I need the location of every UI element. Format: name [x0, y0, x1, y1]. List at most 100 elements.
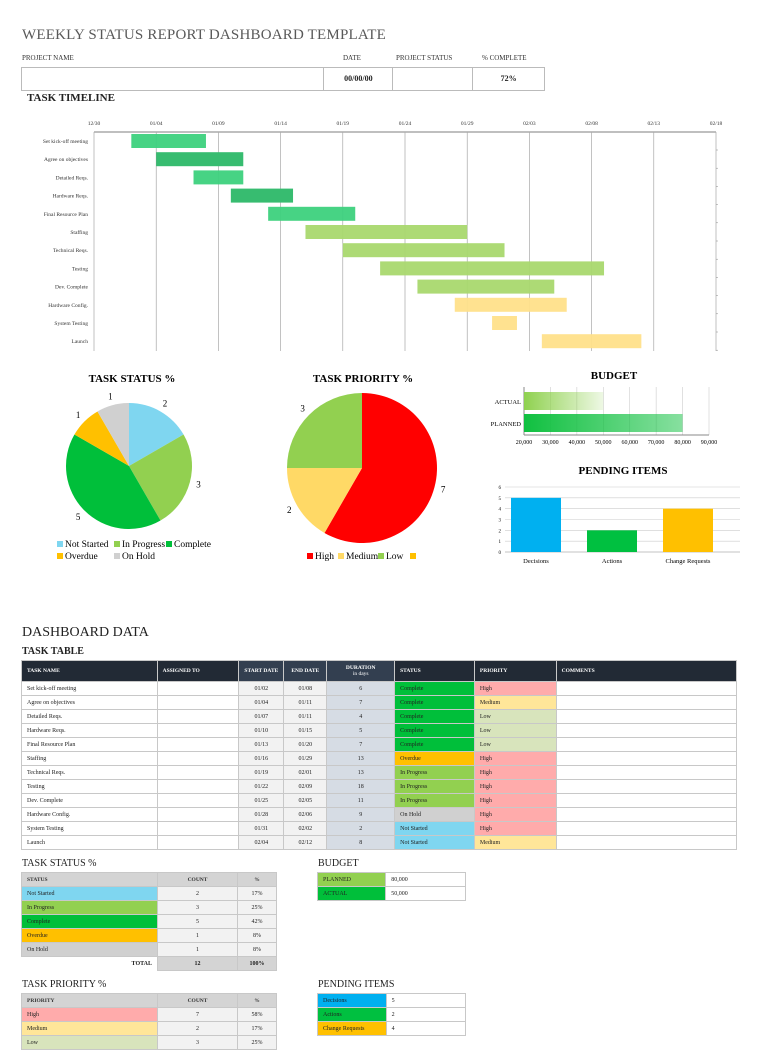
end-date-cell: 01/11 [283, 695, 328, 710]
label-cell: Not Started [21, 886, 158, 901]
status-cell: In Progress [394, 779, 475, 794]
priority-table-title: TASK PRIORITY % [22, 979, 107, 990]
gantt-task-label: Detailed Reqs. [56, 175, 89, 181]
pending-tick-label: 5 [499, 497, 502, 502]
pending-category-label: Decisions [523, 558, 549, 565]
pie-data-label: 3 [300, 404, 305, 414]
comments-cell[interactable] [555, 737, 738, 752]
gantt-tick-label: 12/30 [88, 121, 101, 127]
column-header: % [237, 993, 277, 1008]
assigned-to-cell[interactable] [156, 835, 240, 850]
gantt-bar [380, 261, 605, 276]
budget-tick-label: 40,000 [569, 440, 586, 446]
comments-cell[interactable] [555, 835, 738, 850]
assigned-to-cell[interactable] [156, 737, 240, 752]
comments-cell[interactable] [555, 751, 738, 766]
task-table-title: TASK TABLE [22, 646, 84, 657]
status-cell: Complete [394, 723, 475, 738]
comments-cell[interactable] [555, 681, 738, 696]
task-name-cell: Technical Reqs. [21, 765, 158, 780]
start-date-cell: 02/04 [238, 835, 285, 850]
legend-swatch [166, 541, 172, 547]
status-cell: Not Started [394, 835, 475, 850]
pending-tick-label: 0 [499, 551, 502, 556]
value-cell: 1 [157, 942, 238, 957]
gantt-bar [417, 279, 555, 294]
legend-swatch [114, 553, 120, 559]
legend-label: Not Started [65, 540, 109, 550]
pie-data-label: 1 [108, 391, 113, 401]
pending-table: Decisions 5 Actions 2 Change Requests 4 [317, 993, 467, 1036]
column-header-label: PRIORITY [479, 668, 508, 674]
column-header: COUNT [157, 872, 238, 887]
label-cell: On Hold [21, 942, 158, 957]
assigned-to-cell[interactable] [156, 695, 240, 710]
pending-category-label: Change Requests [666, 558, 711, 565]
task-name-cell: Staffing [21, 751, 158, 766]
end-date-cell: 02/01 [283, 765, 328, 780]
start-date-cell: 01/19 [238, 765, 285, 780]
budget-tick-label: 80,000 [674, 440, 691, 446]
legend-label: Medium [346, 552, 379, 562]
pending-table-title: PENDING ITEMS [318, 979, 395, 990]
gantt-bar [193, 170, 244, 185]
priority-table: PRIORITY COUNT% High 7 58% Medium 2 17% Low 3 25% [21, 993, 277, 1050]
pie-data-label: 5 [76, 512, 81, 522]
project-status-field[interactable] [393, 68, 474, 90]
assigned-to-cell[interactable] [156, 779, 240, 794]
pending-tick-label: 2 [499, 529, 502, 534]
assigned-to-cell[interactable] [156, 821, 240, 836]
pie-slice [129, 403, 184, 466]
budget-tick-label: 30,000 [542, 440, 559, 446]
pie-title: TASK PRIORITY % [313, 373, 413, 385]
pie-data-label: 3 [196, 480, 201, 490]
gantt-bar [156, 152, 244, 167]
value-cell: 58% [237, 1007, 277, 1022]
table-row: Overdue 1 8% [21, 928, 277, 943]
date-field[interactable]: 00/00/00 [324, 68, 394, 90]
end-date-cell: 01/29 [283, 751, 328, 766]
start-date-cell: 01/02 [238, 681, 285, 696]
column-header: PRIORITY [21, 993, 158, 1008]
comments-cell[interactable] [555, 807, 738, 822]
comments-cell[interactable] [555, 765, 738, 780]
table-row: Dev. Complete 01/25 02/05 11 In Progress High [21, 793, 738, 808]
task-name-cell: Final Resource Plan [21, 737, 158, 752]
value-cell: 42% [237, 914, 277, 929]
comments-cell[interactable] [555, 723, 738, 738]
pie-data-label: 2 [287, 505, 292, 515]
start-date-cell: 01/28 [238, 807, 285, 822]
comments-cell[interactable] [555, 779, 738, 794]
assigned-to-cell[interactable] [156, 793, 240, 808]
task-name-cell: Hardware Reqs. [21, 723, 158, 738]
status-cell: Complete [394, 737, 475, 752]
comments-cell[interactable] [555, 709, 738, 724]
gantt-bar [268, 206, 356, 221]
budget-tick-label: 90,000 [701, 440, 718, 446]
gantt-bar [131, 134, 206, 148]
assigned-to-cell[interactable] [156, 709, 240, 724]
value-cell: 5 [385, 993, 467, 1008]
gantt-tick-label: 01/29 [461, 121, 474, 127]
task-name-cell: System Testing [21, 821, 158, 836]
legend-swatch [57, 541, 63, 547]
comments-cell[interactable] [555, 793, 738, 808]
assigned-to-cell[interactable] [156, 751, 240, 766]
assigned-to-cell[interactable] [156, 765, 240, 780]
column-header: % [237, 872, 277, 887]
budget-table: PLANNED 80,000 ACTUAL 50,000 [316, 872, 466, 901]
comments-cell[interactable] [555, 821, 738, 836]
comments-cell[interactable] [555, 695, 738, 710]
project-name-field[interactable] [22, 68, 325, 90]
table-row: In Progress 3 25% [21, 900, 277, 915]
dashboard-charts: TASK STATUS % 2 3 5 1 1 Not Started In Progress… [57, 370, 740, 565]
label-cell: In Progress [21, 900, 158, 915]
assigned-to-cell[interactable] [156, 723, 240, 738]
table-row: Final Resource Plan 01/13 01/20 7 Complete Lo… [21, 737, 738, 752]
page-title: WEEKLY STATUS REPORT DASHBOARD TEMPLATE [22, 27, 386, 43]
assigned-to-cell[interactable] [156, 681, 240, 696]
end-date-cell: 01/11 [283, 709, 328, 724]
complete-field[interactable]: 72% [500, 74, 517, 83]
legend-label: Complete [174, 540, 211, 550]
assigned-to-cell[interactable] [156, 807, 240, 822]
